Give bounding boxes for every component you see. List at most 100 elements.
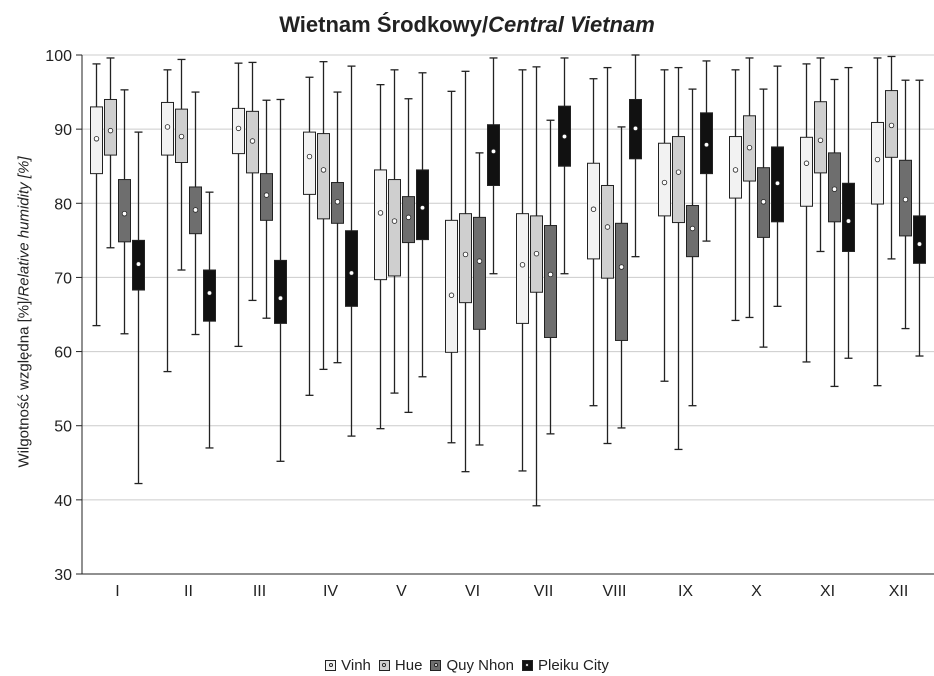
mean-marker	[107, 127, 114, 134]
mean-marker	[661, 179, 668, 186]
y-axis-label: Wilgotność względna [%]/Relative humidit…	[16, 157, 33, 468]
mean-marker	[831, 186, 838, 192]
mean-marker	[632, 125, 639, 132]
mean-marker	[803, 160, 810, 166]
legend-swatch	[521, 659, 533, 671]
legend-item: Pleiku City	[521, 657, 609, 674]
mean-marker	[533, 251, 540, 257]
mean-marker	[604, 224, 611, 230]
box-pleiku-city	[842, 182, 855, 252]
chart-title-main: Wietnam Środkowy/	[279, 12, 489, 37]
y-tick-label: 100	[45, 48, 72, 65]
box-hue	[814, 101, 827, 174]
y-tick-label: 60	[54, 345, 72, 362]
box-vinh	[871, 121, 884, 205]
mean-marker	[916, 241, 923, 247]
y-tick-label: 30	[54, 567, 72, 584]
mean-marker	[277, 295, 284, 301]
box-pleiku-city	[416, 169, 429, 241]
mean-marker	[618, 264, 625, 270]
x-tick-label: X	[751, 583, 762, 600]
box-quy-nhon	[118, 179, 131, 243]
mean-marker	[519, 262, 526, 268]
legend-mean-marker	[525, 663, 530, 667]
box-quy-nhon	[615, 222, 628, 341]
box-pleiku-city	[345, 230, 358, 307]
mean-marker	[746, 144, 753, 151]
mean-marker	[888, 122, 895, 129]
box-pleiku-city	[274, 259, 287, 324]
box-hue	[459, 213, 472, 304]
legend-label: Hue	[394, 656, 423, 674]
mean-marker	[121, 210, 128, 217]
legend-item: Hue	[378, 656, 423, 674]
legend-label: Vinh	[341, 656, 371, 674]
box-vinh	[374, 169, 387, 281]
mean-marker	[490, 148, 497, 155]
x-tick-label: IX	[678, 583, 693, 600]
box-vinh	[445, 219, 458, 353]
box-quy-nhon	[544, 225, 557, 338]
box-vinh	[516, 213, 529, 324]
mean-marker	[164, 124, 171, 130]
x-tick-label: VIII	[602, 583, 626, 600]
y-tick-label: 40	[54, 493, 72, 510]
box-vinh	[658, 142, 671, 217]
y-axis-label-italic: Relative humidity [%]	[15, 156, 33, 297]
legend-swatch	[378, 659, 390, 671]
mean-marker	[206, 290, 213, 296]
mean-marker	[320, 167, 327, 173]
legend-mean-marker	[328, 663, 333, 667]
mean-marker	[419, 205, 426, 211]
legend-mean-marker	[382, 663, 387, 667]
mean-marker	[774, 180, 781, 186]
mean-marker	[448, 292, 455, 298]
x-tick-label: XII	[889, 583, 909, 600]
box-hue	[104, 98, 117, 156]
box-quy-nhon	[473, 216, 486, 330]
mean-marker	[476, 258, 483, 264]
box-vinh	[800, 136, 813, 207]
legend-item: Vinh	[325, 657, 371, 674]
x-tick-label: II	[184, 583, 193, 600]
legend-label: Quy Nhon	[446, 656, 514, 674]
box-pleiku-city	[487, 124, 500, 186]
y-axis-label-main: Wilgotność względna [%]/	[15, 296, 33, 468]
box-hue	[672, 136, 685, 224]
y-tick-label: 70	[54, 270, 72, 287]
mean-marker	[902, 196, 909, 203]
mean-marker	[760, 199, 767, 205]
x-tick-label: VII	[534, 583, 554, 600]
x-tick-label: V	[396, 583, 407, 600]
box-hue	[601, 184, 614, 279]
legend: Vinh Hue Quy Nhon Pleiku City	[0, 654, 934, 674]
x-tick-label: XI	[820, 583, 835, 600]
chart-title: Wietnam Środkowy/Central Vietnam	[0, 12, 934, 38]
box-hue	[388, 179, 401, 277]
legend-swatch	[430, 659, 442, 671]
chart-title-italic: Central Vietnam	[488, 12, 655, 37]
mean-marker	[249, 138, 256, 144]
mean-marker	[178, 133, 185, 140]
mean-marker	[192, 207, 199, 213]
x-tick-label: III	[253, 583, 266, 600]
mean-marker	[306, 153, 313, 160]
mean-marker	[703, 142, 710, 148]
mean-marker	[462, 251, 469, 258]
mean-marker	[263, 192, 270, 198]
box-vinh	[303, 131, 316, 195]
mean-marker	[689, 225, 696, 232]
mean-marker	[135, 261, 142, 267]
mean-marker	[405, 214, 412, 221]
mean-marker	[348, 270, 355, 276]
mean-marker	[590, 206, 597, 212]
box-hue	[317, 133, 330, 220]
mean-marker	[547, 271, 554, 278]
mean-marker	[845, 218, 852, 224]
mean-marker	[675, 169, 682, 175]
mean-marker	[334, 199, 341, 205]
legend-swatch	[325, 659, 337, 671]
y-tick-label: 50	[54, 419, 72, 436]
mean-marker	[874, 156, 881, 163]
